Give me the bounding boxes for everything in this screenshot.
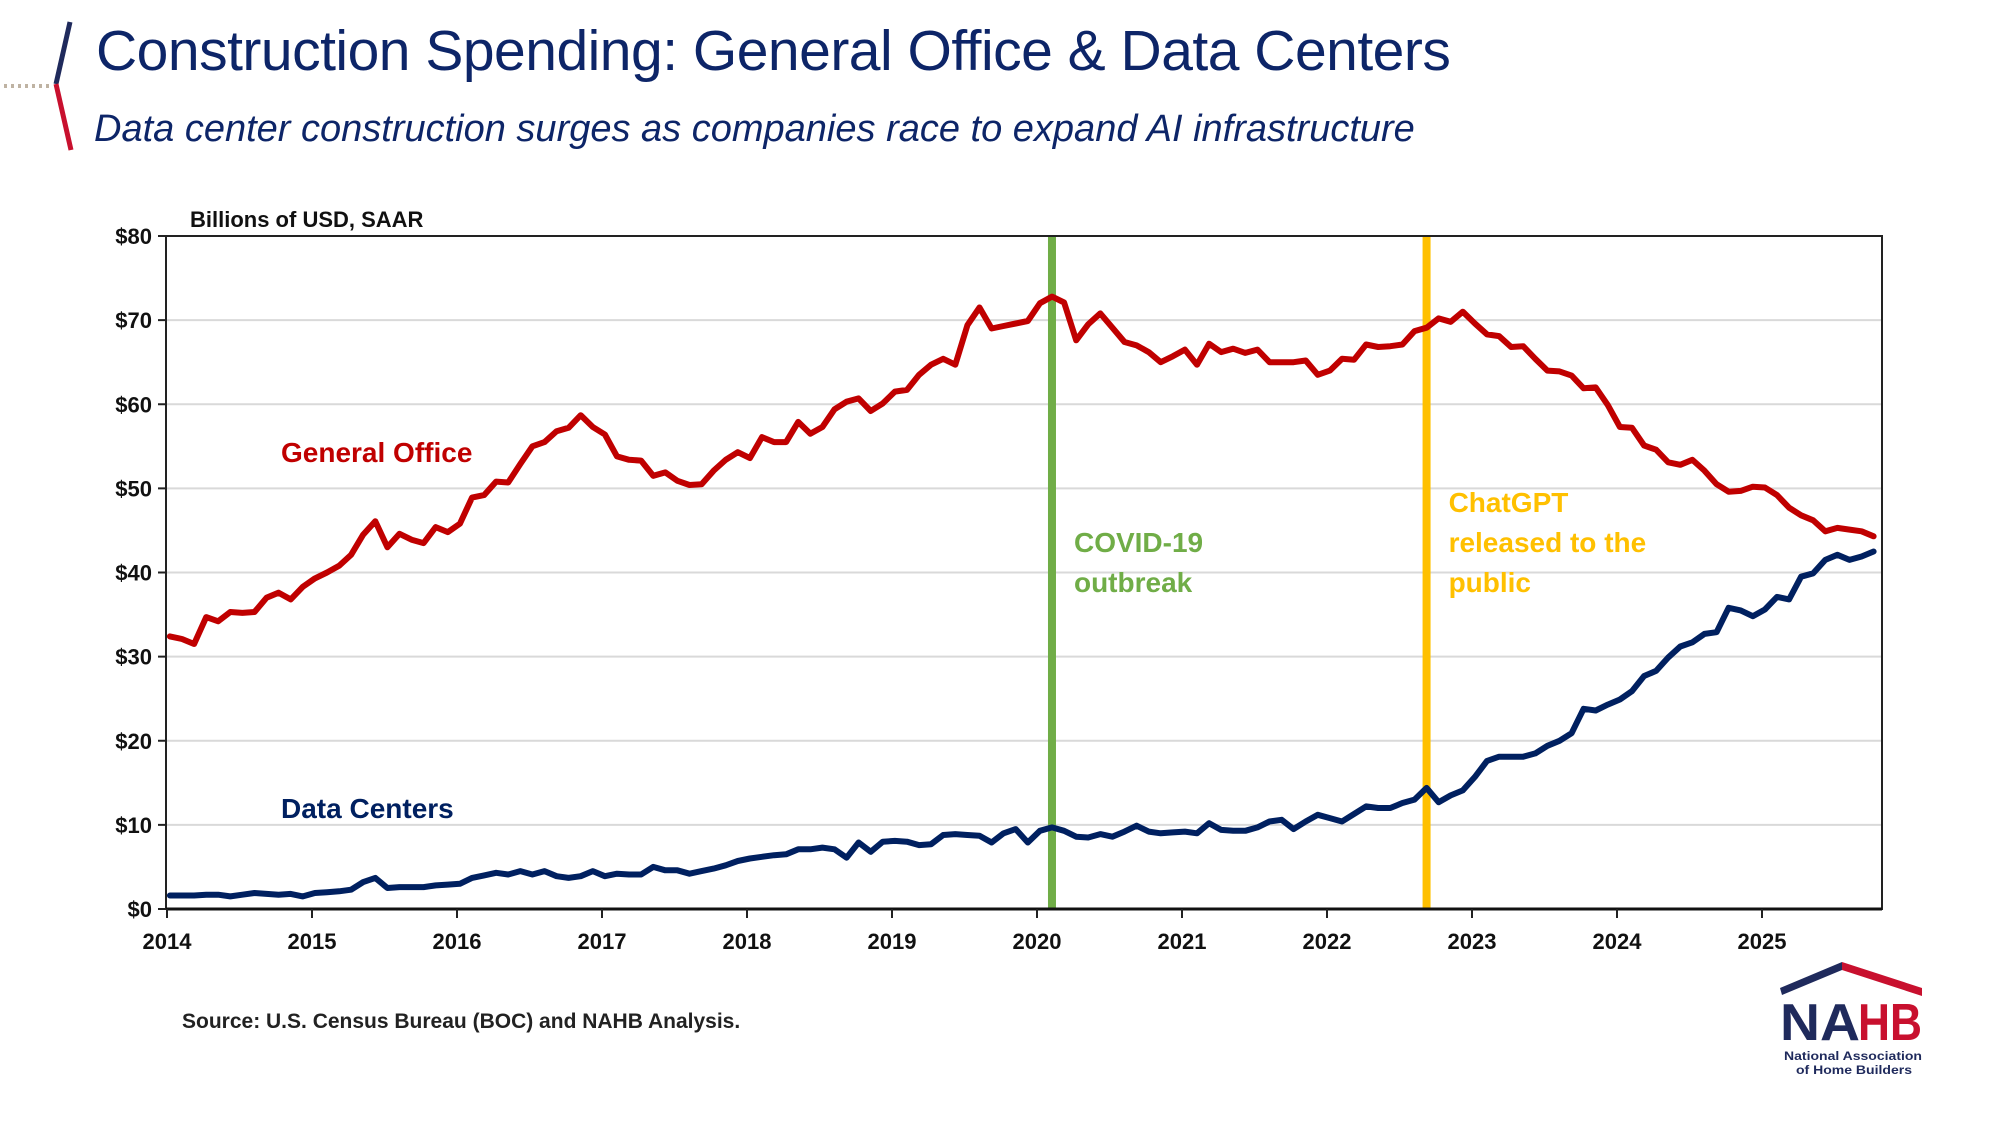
y-tick-label: $10 xyxy=(115,813,152,838)
x-axis-ticks: 2014 2015 2016 2017 2018 2019 2020 2021 2022 2023… xyxy=(143,909,1787,954)
series-line-data-centers xyxy=(166,548,1877,900)
y-tick-label: $40 xyxy=(115,561,152,586)
y-tick-label: $20 xyxy=(115,729,152,754)
page-subtitle: Data center construction surges as compa… xyxy=(94,108,1415,150)
event-label: ChatGPT xyxy=(1449,487,1569,518)
series-labels: COVID-19 outbreak ChatGPT released to the pu… xyxy=(281,437,1646,824)
source-note: Source: U.S. Census Bureau (BOC) and NAH… xyxy=(182,1010,741,1033)
page-title: Construction Spending: General Office & … xyxy=(96,19,1451,83)
x-tick-label: 2020 xyxy=(1013,929,1062,954)
svg-text:of Home Builders: of Home Builders xyxy=(1796,1063,1912,1077)
series-label: Data Centers xyxy=(281,793,454,824)
event-label: released to the xyxy=(1449,527,1647,558)
line-chart: $0$10$20$30$40$50$60$70$80 2014 2015 2016 2… xyxy=(115,207,1883,954)
y-tick-label: $60 xyxy=(115,392,152,417)
event-label: public xyxy=(1449,567,1531,598)
y-tick-label: $0 xyxy=(128,897,152,922)
y-tick-label: $70 xyxy=(115,308,152,333)
x-tick-label: 2016 xyxy=(433,929,482,954)
y-axis-label: Billions of USD, SAAR xyxy=(190,207,424,232)
x-tick-label: 2024 xyxy=(1593,929,1643,954)
x-tick-label: 2018 xyxy=(723,929,772,954)
x-tick-label: 2021 xyxy=(1158,929,1207,954)
nahb-logo: NA HB National Association of Home Build… xyxy=(1780,962,1922,1077)
y-tick-label: $30 xyxy=(115,645,152,670)
event-label: outbreak xyxy=(1074,567,1193,598)
event-label: COVID-19 xyxy=(1074,527,1203,558)
y-tick-label: $50 xyxy=(115,476,152,501)
svg-text:National Association: National Association xyxy=(1784,1049,1922,1063)
x-tick-label: 2017 xyxy=(578,929,627,954)
event-markers xyxy=(1047,236,1431,909)
series-lines xyxy=(166,293,1877,900)
x-tick-label: 2023 xyxy=(1448,929,1497,954)
svg-text:NA: NA xyxy=(1780,994,1860,1052)
x-tick-label: 2019 xyxy=(868,929,917,954)
series-label: General Office xyxy=(281,437,472,468)
x-tick-label: 2015 xyxy=(288,929,337,954)
x-tick-label: 2014 xyxy=(143,929,193,954)
x-tick-label: 2022 xyxy=(1303,929,1352,954)
series-line-general-office xyxy=(166,293,1877,647)
gridlines xyxy=(166,319,1882,826)
y-axis-ticks: $0 $10 $20 $30 $40 $50 $60 $70 $80 xyxy=(115,224,166,922)
header-accent-mark xyxy=(4,21,74,151)
svg-text:HB: HB xyxy=(1858,994,1922,1052)
y-tick-label: $80 xyxy=(115,224,152,249)
x-tick-label: 2025 xyxy=(1738,929,1787,954)
